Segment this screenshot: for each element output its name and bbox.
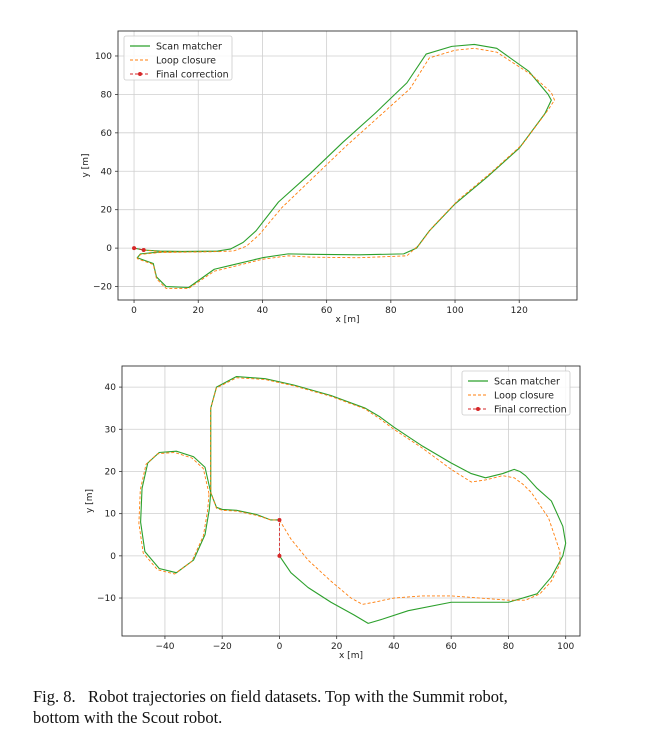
x-tick-label: 80: [385, 306, 397, 316]
y-tick-label: 40: [101, 167, 113, 177]
x-tick-label: 100: [446, 306, 463, 316]
caption-line-2: bottom with the Scout robot.: [33, 708, 223, 727]
legend: Scan matcher Loop closure Final correction: [123, 35, 233, 81]
series-loop-closure-inner-loop: [138, 452, 210, 575]
series-loop-closure: [136, 47, 555, 289]
x-tick-label: 40: [388, 642, 400, 652]
legend-label-final-correction: Final correction: [156, 70, 229, 81]
x-tick-label: 20: [193, 306, 205, 316]
legend: Scan matcher Loop closure Final correction: [461, 370, 571, 416]
legend-label-final-correction: Final correction: [494, 405, 567, 416]
x-tick-label: 120: [511, 306, 528, 316]
y-tick-label: 100: [95, 52, 112, 62]
y-tick-label: 0: [106, 244, 112, 254]
series-loop-closure: [210, 377, 561, 605]
y-tick-label: 60: [101, 129, 113, 139]
series-final-correction-point: [277, 517, 282, 522]
series-final-correction-point: [141, 248, 146, 253]
y-tick-label: 20: [101, 206, 113, 216]
legend-marker-final-correction: [138, 72, 142, 76]
x-tick-label: 20: [331, 642, 343, 652]
x-axis-label: x [m]: [336, 315, 360, 325]
x-tick-label: 60: [445, 642, 457, 652]
x-tick-label: −40: [155, 642, 174, 652]
y-tick-label: −10: [97, 594, 116, 604]
x-tick-label: −20: [213, 642, 232, 652]
y-tick-label: 0: [110, 552, 116, 562]
y-tick-label: 10: [105, 510, 117, 520]
plot-frame: [121, 365, 581, 637]
x-tick-label: 0: [277, 642, 283, 652]
y-tick-label: 40: [105, 383, 117, 393]
legend-label-scan-matcher: Scan matcher: [156, 42, 222, 53]
x-tick-label: 0: [131, 306, 137, 316]
plot-frame: [117, 30, 578, 301]
y-tick-label: −20: [93, 283, 112, 293]
x-tick-label: 100: [557, 642, 574, 652]
y-tick-label: 80: [101, 90, 113, 100]
legend-box: [123, 35, 233, 81]
x-tick-label: 40: [257, 306, 269, 316]
caption-line-1: Fig. 8. Robot trajectories on field data…: [33, 687, 508, 706]
series-final-correction-point: [132, 246, 137, 251]
series-scan-matcher: [210, 375, 567, 624]
series-scan-matcher: [133, 43, 552, 289]
y-tick-label: 20: [105, 467, 117, 477]
series-final-correction-point: [277, 553, 282, 558]
legend-label-loop-closure: Loop closure: [494, 391, 554, 402]
y-axis-label: y [m]: [85, 489, 95, 513]
figure-caption: Fig. 8. Robot trajectories on field data…: [33, 686, 645, 728]
y-axis-label: y [m]: [81, 154, 91, 178]
top-plot: 0 20 40 60 80 100 120 −20 0 20 40 60 80 100 x [m] y [m]…: [81, 30, 578, 325]
legend-box: [461, 370, 571, 416]
x-axis-label: x [m]: [339, 651, 363, 661]
x-tick-label: 60: [321, 306, 333, 316]
legend-label-scan-matcher: Scan matcher: [494, 377, 560, 388]
x-tick-label: 80: [503, 642, 515, 652]
legend-marker-final-correction: [476, 407, 480, 411]
y-tick-label: 30: [105, 425, 117, 435]
legend-label-loop-closure: Loop closure: [156, 56, 216, 67]
series-scan-matcher-inner-loop: [140, 450, 212, 574]
bottom-plot: −40 −20 0 20 40 60 80 100 −10 0 10 20 30 40 x [m] y [m]…: [85, 365, 581, 661]
